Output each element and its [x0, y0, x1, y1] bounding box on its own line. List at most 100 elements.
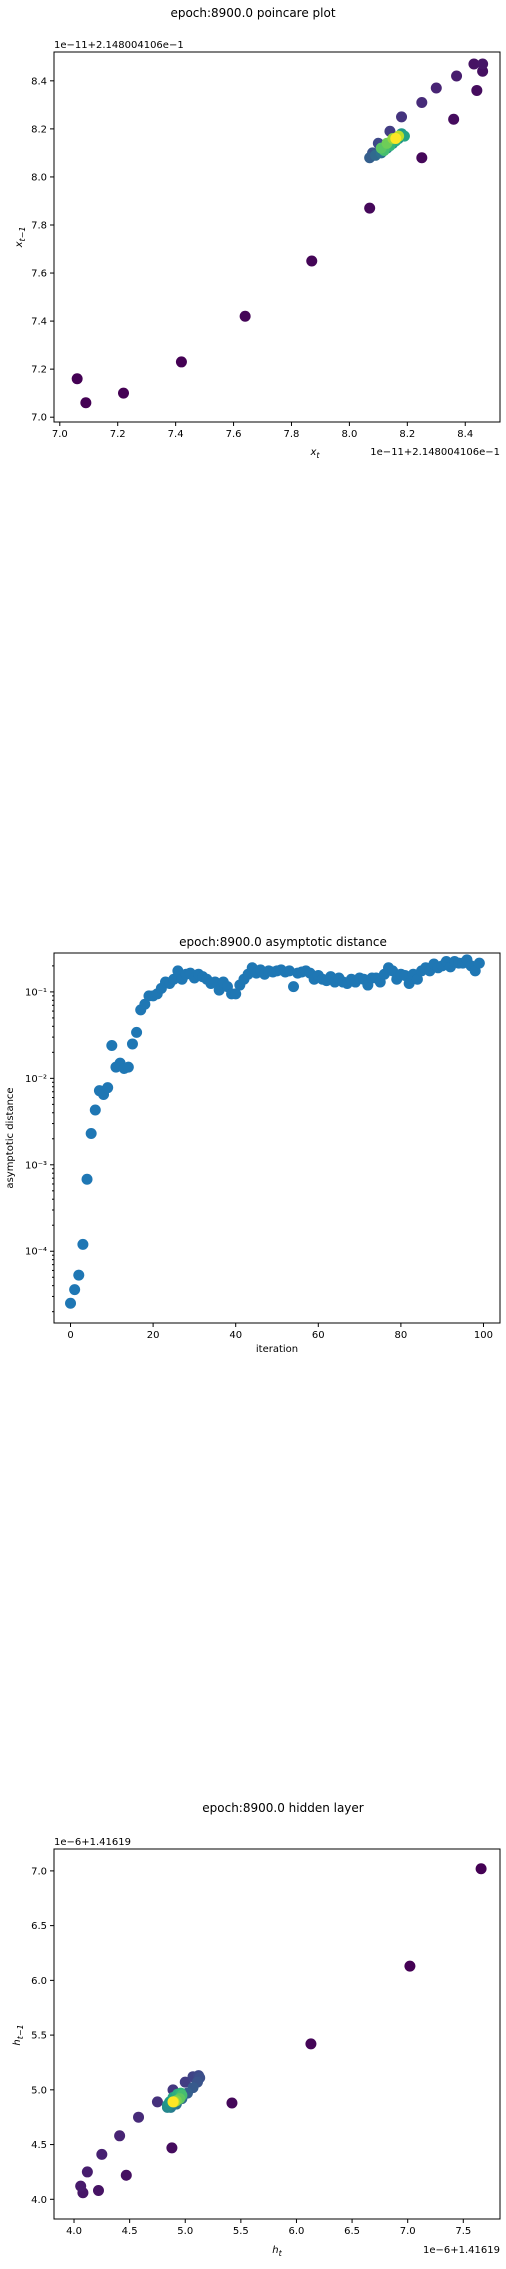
scatter-point — [179, 2076, 191, 2088]
x-tick-label: 60 — [312, 1330, 325, 1341]
y-tick-label: 7.8 — [31, 220, 47, 231]
scatter-point — [468, 58, 480, 70]
asymptotic-y-axis-label: asymptotic distance — [5, 1087, 16, 1188]
poincare-x-ticks: 7.0 7.2 7.4 7.6 7.8 8.0 8.2 8.4 — [52, 422, 473, 440]
hidden-layer-title: epoch:8900.0 hidden layer — [202, 1801, 364, 1815]
poincare-y-axis-label: xt−1 — [14, 227, 27, 249]
hidden-x-offset-label: 1e−6+1.41619 — [423, 2245, 500, 2256]
scatter-point — [283, 965, 295, 977]
scatter-point — [396, 111, 408, 123]
x-tick-label: 20 — [147, 1330, 160, 1341]
scatter-point — [167, 2096, 179, 2108]
poincare-plot-chart: epoch:8900.0 poincare plot 1e−11+2.14800… — [14, 6, 501, 460]
scatter-point — [364, 202, 376, 214]
scatter-point — [126, 1038, 138, 1050]
scatter-point — [168, 973, 180, 985]
y-tick-label: 10⁻³ — [25, 1160, 47, 1171]
scatter-point — [411, 973, 423, 985]
scatter-point — [81, 2166, 93, 2178]
y-tick-label: 6.0 — [31, 1976, 47, 1987]
hidden-x-axis-label: ht — [272, 2245, 282, 2258]
scatter-point — [71, 373, 83, 385]
asymptotic-distance-axes — [53, 952, 501, 1324]
poincare-points — [71, 58, 489, 409]
x-tick-label: 7.0 — [400, 2226, 416, 2237]
y-tick-label: 5.0 — [31, 2085, 47, 2096]
scatter-point — [387, 965, 399, 977]
asymptotic-y-ticks: 10⁻⁴ 10⁻³ 10⁻² 10⁻¹ — [25, 965, 54, 1313]
x-tick-label: 6.5 — [344, 2226, 360, 2237]
y-tick-label: 7.0 — [31, 413, 47, 424]
x-tick-label: 4.5 — [122, 2226, 138, 2237]
scatter-point — [175, 356, 187, 368]
x-tick-label: 5.5 — [233, 2226, 249, 2237]
scatter-point — [239, 310, 251, 322]
hidden-points — [75, 1863, 487, 2199]
x-tick-label: 40 — [229, 1330, 242, 1341]
scatter-point — [73, 1269, 85, 1281]
asymptotic-x-ticks: 0 20 40 60 80 100 — [67, 1323, 493, 1341]
scatter-point — [451, 70, 463, 82]
hidden-layer-chart: epoch:8900.0 hidden layer 1e−6+1.41619 4… — [12, 1801, 501, 2258]
y-tick-label: 10⁻¹ — [25, 987, 47, 998]
hidden-y-axis-label: ht−1 — [12, 2024, 25, 2045]
x-tick-label: 100 — [474, 1330, 493, 1341]
y-tick-label: 8.4 — [31, 76, 47, 87]
scatter-point — [85, 1128, 97, 1140]
scatter-point — [399, 969, 411, 981]
scatter-point — [120, 2169, 132, 2181]
x-tick-label: 8.4 — [457, 429, 473, 440]
y-tick-label: 8.2 — [31, 124, 47, 135]
scatter-point — [416, 96, 428, 108]
y-tick-label: 8.0 — [31, 172, 47, 183]
scatter-point — [226, 2097, 238, 2109]
scatter-point — [390, 132, 402, 144]
scatter-point — [306, 255, 318, 267]
y-tick-label: 4.5 — [31, 2140, 47, 2151]
y-tick-label: 10⁻⁴ — [25, 1247, 47, 1258]
x-tick-label: 80 — [395, 1330, 408, 1341]
scatter-point — [473, 957, 485, 969]
poincare-y-ticks: 7.0 7.2 7.4 7.6 7.8 8.0 8.2 8.4 — [31, 76, 54, 424]
scatter-point — [404, 1960, 416, 1972]
x-tick-label: 7.2 — [110, 429, 126, 440]
y-tick-label: 7.6 — [31, 269, 47, 280]
scatter-point — [448, 113, 460, 125]
y-tick-label: 7.4 — [31, 317, 47, 328]
x-tick-label: 8.2 — [399, 429, 415, 440]
scatter-point — [471, 84, 483, 96]
scatter-point — [65, 1297, 77, 1309]
scatter-point — [288, 981, 300, 993]
scatter-point — [69, 1284, 81, 1296]
poincare-y-offset-label: 1e−11+2.148004106e−1 — [54, 40, 184, 51]
scatter-point — [475, 1863, 487, 1875]
y-tick-label: 5.5 — [31, 2031, 47, 2042]
scatter-point — [102, 1082, 114, 1094]
x-tick-label: 6.0 — [289, 2226, 305, 2237]
scatter-point — [106, 1039, 118, 1051]
y-tick-label: 10⁻² — [25, 1074, 47, 1085]
scatter-point — [151, 2096, 163, 2108]
scatter-point — [114, 2130, 126, 2142]
y-tick-label: 7.2 — [31, 365, 47, 376]
poincare-plot-title: epoch:8900.0 poincare plot — [170, 6, 335, 20]
scatter-point — [305, 2038, 317, 2050]
scatter-point — [131, 1026, 143, 1038]
x-tick-label: 7.5 — [455, 2226, 471, 2237]
scatter-point — [75, 2180, 87, 2192]
scatter-point — [77, 1238, 89, 1250]
y-tick-label: 4.0 — [31, 2195, 47, 2206]
x-tick-label: 7.8 — [284, 429, 300, 440]
scatter-point — [80, 397, 92, 409]
scatter-point — [118, 387, 130, 399]
scatter-point — [403, 978, 415, 990]
hidden-y-ticks: 4.0 4.5 5.0 5.5 6.0 6.5 7.0 — [31, 1866, 54, 2206]
scatter-point — [166, 2142, 178, 2154]
asymptotic-distance-chart: epoch:8900.0 asymptotic distance 0 20 40 60… — [5, 935, 501, 1355]
x-tick-label: 5.0 — [177, 2226, 193, 2237]
asymptotic-points — [65, 954, 485, 1309]
x-tick-label: 7.0 — [52, 429, 68, 440]
scatter-point — [230, 988, 242, 1000]
scatter-point — [96, 2148, 108, 2160]
scatter-point — [139, 998, 151, 1010]
